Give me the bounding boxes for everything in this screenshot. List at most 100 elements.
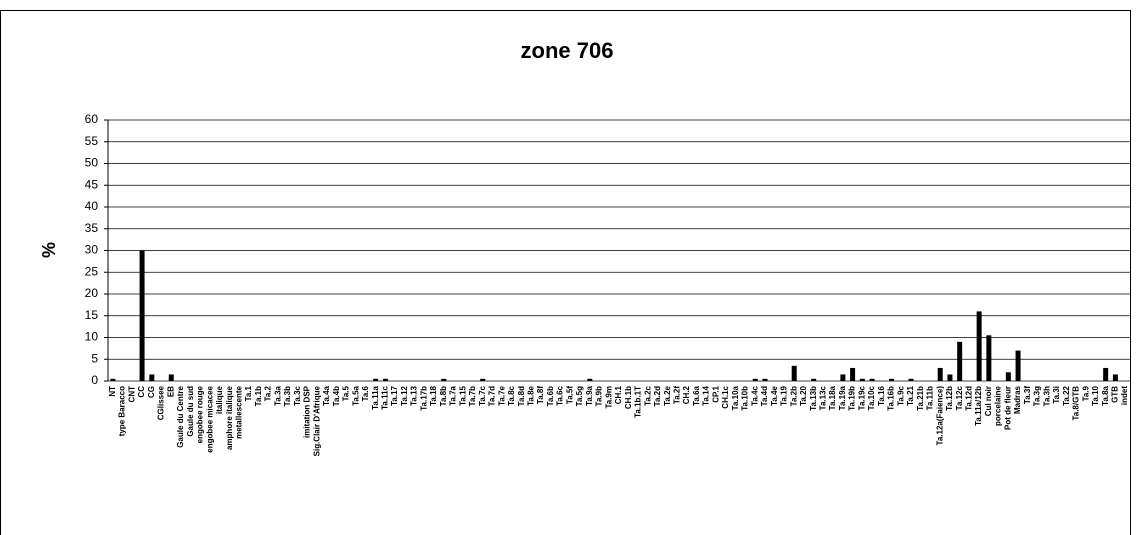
x-tick-label: Ta.5g xyxy=(575,386,584,406)
bar xyxy=(587,378,593,381)
chart-frame xyxy=(0,10,1131,535)
y-tick-label: 5 xyxy=(91,351,98,365)
x-tick-label: Ta.19b xyxy=(848,386,857,411)
x-tick-label: Ta.4a xyxy=(322,385,331,405)
x-tick-label: indet xyxy=(1120,386,1129,405)
x-tick-label: Ta.19c xyxy=(857,385,866,410)
x-tick-label: Ta.8c xyxy=(507,385,516,405)
bar xyxy=(441,378,447,381)
x-tick-label: Gaule du sud xyxy=(186,386,195,437)
x-tick-label: Ta.18a xyxy=(828,385,837,410)
chart-title: zone 706 xyxy=(521,38,614,63)
x-tick-label: Ta.7b xyxy=(468,386,477,406)
x-tick-label: Ta.8d xyxy=(517,386,526,406)
x-tick-label: Ta.10b xyxy=(741,386,750,411)
x-tick-label: Ta.10a xyxy=(731,385,740,410)
x-tick-label: Ta.6c xyxy=(556,385,565,405)
x-tick-label: amphore italique xyxy=(225,385,234,450)
x-tick-label: Ta.1 xyxy=(244,385,253,401)
x-tick-label: Ta.8/GTB xyxy=(1072,386,1081,421)
y-tick-label: 20 xyxy=(85,286,99,300)
x-tick-label: Ta.11a xyxy=(371,385,380,409)
x-tick-label: NT xyxy=(108,386,117,397)
x-tick-label: Ta.13b xyxy=(809,386,818,411)
x-tick-label: Ta.5 xyxy=(342,385,351,401)
x-tick-label: Ta.8b xyxy=(439,386,448,406)
x-tick-label: Ta.5a xyxy=(351,385,360,405)
bar xyxy=(1103,367,1109,381)
x-tick-label: Ta.4b xyxy=(332,386,341,406)
x-tick-label: CC xyxy=(137,386,146,398)
bar xyxy=(889,378,895,381)
x-tick-label: Ta.7e xyxy=(497,385,506,405)
bar xyxy=(986,335,992,381)
x-tick-label: Ta.17b xyxy=(419,386,428,411)
x-tick-label: Ta.10 xyxy=(1091,385,1100,405)
x-tick-label: Ta.2b xyxy=(789,386,798,406)
y-tick-label: 30 xyxy=(85,243,99,257)
x-tick-label: Ta.11b xyxy=(926,386,935,410)
x-tick-label: CH.1 xyxy=(614,385,623,404)
x-tick-label: CNT xyxy=(127,386,136,403)
bar xyxy=(976,311,982,381)
x-tick-label: Ta.6 xyxy=(361,385,370,401)
x-tick-label: Madras xyxy=(1013,385,1022,414)
x-tick-label: Ta.9c xyxy=(896,385,905,405)
x-tick-label: Sig.Clair D'Afrique xyxy=(312,385,321,456)
x-tick-label: Ta.2c xyxy=(643,385,652,405)
x-tick-label: EB xyxy=(166,386,175,397)
bar xyxy=(762,378,768,381)
x-tick-label: engobee rouge xyxy=(196,385,205,443)
bar xyxy=(752,378,758,381)
x-tick-label: Ta.6b xyxy=(546,386,555,406)
bar xyxy=(850,367,856,381)
x-tick-label: CP.1 xyxy=(711,385,720,402)
x-tick-label: Pot de fleur xyxy=(1003,386,1012,430)
x-tick-label: CGlissee xyxy=(157,385,166,420)
x-tick-label: Ta.15 xyxy=(458,385,467,405)
y-tick-label: 25 xyxy=(85,264,99,278)
x-tick-label: Ta.18 xyxy=(429,385,438,405)
y-tick-label: 50 xyxy=(85,156,99,170)
x-tick-label: Cul noir xyxy=(984,386,993,416)
x-tick-label: Ta.4d xyxy=(760,386,769,406)
x-tick-label: Ta.20 xyxy=(799,385,808,405)
x-tick-label: Ta.13 xyxy=(410,385,419,405)
bar xyxy=(937,367,943,381)
x-tick-label: Ta.12a(Faience) xyxy=(935,386,944,446)
x-tick-label: Ta.12d xyxy=(965,386,974,411)
bar xyxy=(908,378,914,381)
x-tick-label: Ta.9 xyxy=(1081,385,1090,401)
bar xyxy=(373,378,379,381)
x-tick-label: Gaule du Centre xyxy=(176,385,185,447)
x-tick-label: Ta.11a/12b xyxy=(974,386,983,426)
bar xyxy=(480,378,486,381)
bar xyxy=(859,378,865,381)
x-tick-label: Ta.13c xyxy=(819,385,828,410)
x-tick-label: CH.1c xyxy=(721,385,730,408)
bar xyxy=(791,365,797,381)
bar xyxy=(382,378,388,381)
bar xyxy=(869,378,875,381)
bar xyxy=(947,374,953,381)
x-tick-label: Ta.7d xyxy=(488,386,497,406)
x-tick-label: engobee micacee xyxy=(205,385,214,452)
y-tick-label: 45 xyxy=(85,177,99,191)
x-tick-label: Ta.3h xyxy=(1042,386,1051,406)
bar xyxy=(840,374,846,381)
x-tick-label: CG xyxy=(147,386,156,398)
x-tick-label: Ta.9m xyxy=(604,386,613,409)
x-tick-label: Ta.2 xyxy=(264,385,273,401)
x-tick-label: Ta.4c xyxy=(750,385,759,405)
x-tick-label: type Baracco xyxy=(118,386,127,436)
y-tick-label: 35 xyxy=(85,221,99,235)
bar xyxy=(168,374,174,381)
bar xyxy=(811,378,817,381)
x-tick-label: metallescente xyxy=(235,385,244,438)
x-tick-label: Ta.9a xyxy=(585,385,594,405)
x-tick-label: Ta.1b xyxy=(254,386,263,406)
x-tick-label: Ta.3a xyxy=(273,385,282,405)
y-tick-label: 60 xyxy=(85,112,99,126)
x-tick-label: CH.1b xyxy=(624,386,633,409)
x-tick-label: Ta.11c xyxy=(381,385,390,409)
